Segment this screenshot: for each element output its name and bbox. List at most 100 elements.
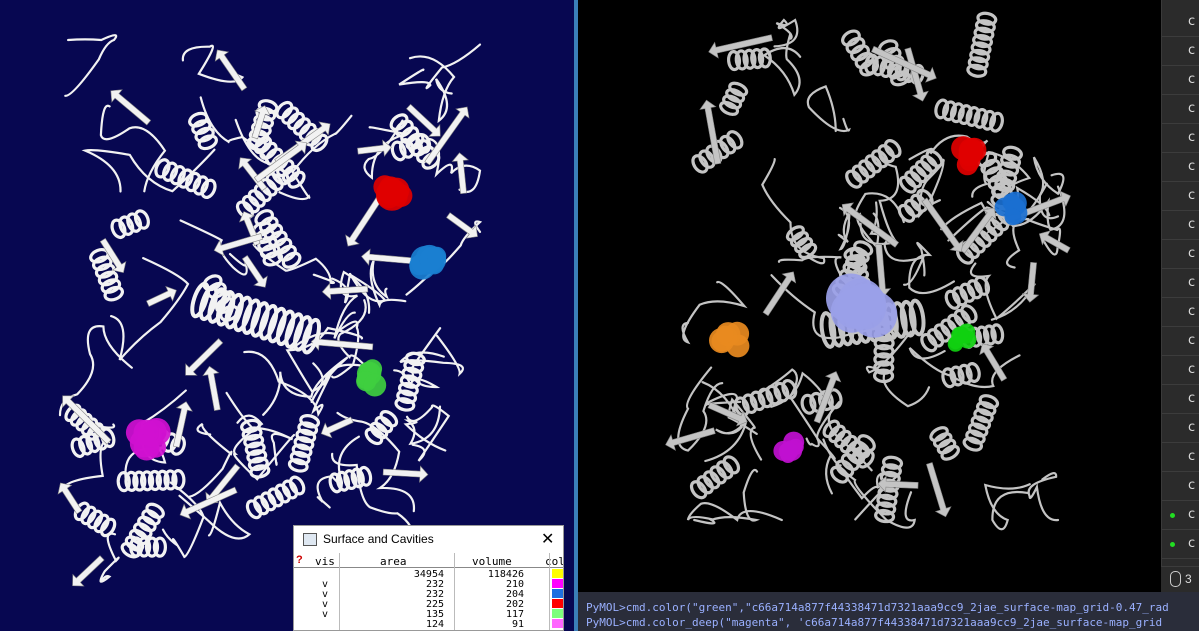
close-button[interactable]: ✕ xyxy=(541,529,555,548)
object-list-item[interactable]: c xyxy=(1162,124,1199,153)
table-row[interactable]: 124 91 xyxy=(294,619,563,630)
object-list-item[interactable]: c xyxy=(1162,356,1199,385)
helix-turn xyxy=(899,299,917,338)
left-molecule-viewport[interactable] xyxy=(0,0,574,631)
helix-turn xyxy=(934,98,950,120)
helix-turn xyxy=(910,193,928,213)
helix-turn xyxy=(246,449,268,464)
pymol-console[interactable]: PyMOL>cmd.color("green","c66a714a877f443… xyxy=(578,592,1199,631)
cell-color-swatch[interactable] xyxy=(552,619,563,628)
cell-color-swatch[interactable] xyxy=(552,609,563,618)
object-list-item[interactable]: c xyxy=(1162,153,1199,182)
helix-turn xyxy=(967,422,989,438)
helix-turn xyxy=(882,455,904,470)
pymol-viewport[interactable] xyxy=(578,0,1161,592)
mouse-mode-status[interactable]: 3 xyxy=(1161,566,1199,593)
table-row[interactable]: v 135 117 xyxy=(294,609,563,620)
helix-turn xyxy=(281,479,299,500)
viewport-divider[interactable] xyxy=(574,0,578,631)
table-row[interactable]: v 232 204 xyxy=(294,589,563,600)
table-row[interactable]: 34954 118426 xyxy=(294,569,563,580)
coil xyxy=(323,299,369,386)
helix-turn xyxy=(257,236,278,252)
helix-turn xyxy=(253,136,273,155)
column-header-area[interactable]: area xyxy=(380,555,407,568)
object-list-item[interactable]: c xyxy=(1162,530,1199,559)
cell-color-swatch[interactable] xyxy=(552,599,563,608)
object-list-item[interactable]: c xyxy=(1162,8,1199,37)
helix-turn xyxy=(394,397,416,412)
object-list-item[interactable]: c xyxy=(1162,327,1199,356)
helix-turn xyxy=(194,126,215,143)
object-list-item[interactable]: c xyxy=(1162,414,1199,443)
coil xyxy=(188,422,233,498)
cell-color-swatch[interactable] xyxy=(552,579,563,588)
column-header-volume[interactable]: volume xyxy=(472,555,512,568)
object-list-item[interactable]: c xyxy=(1162,182,1199,211)
helix-turn xyxy=(904,170,923,189)
object-list-item[interactable]: c xyxy=(1162,240,1199,269)
object-list-item[interactable]: c xyxy=(1162,472,1199,501)
helix-turn xyxy=(399,374,421,389)
coil xyxy=(243,350,335,417)
surface-cavities-window[interactable]: Surface and Cavities ✕ ? vis area volume… xyxy=(293,525,564,631)
object-list-item[interactable]: c xyxy=(1162,443,1199,472)
coil xyxy=(686,502,783,522)
header-divider xyxy=(294,567,563,568)
object-list-item[interactable]: c xyxy=(1162,211,1199,240)
helix-turn xyxy=(197,134,218,151)
helix-turn xyxy=(292,315,313,352)
cell-vis: v xyxy=(321,579,328,590)
helix-turn xyxy=(415,132,432,154)
helix-turn xyxy=(957,104,973,126)
helix-turn xyxy=(970,41,992,56)
helix-turn xyxy=(299,414,321,429)
cell-color-swatch[interactable] xyxy=(552,569,563,578)
table-row[interactable]: v 225 202 xyxy=(294,599,563,610)
beta-sheet xyxy=(424,106,470,166)
helix-turn xyxy=(267,487,284,508)
cavity-sphere xyxy=(376,184,401,209)
help-icon[interactable]: ? xyxy=(296,554,303,566)
helix-turn xyxy=(297,421,319,436)
object-list-item[interactable]: c xyxy=(1162,37,1199,66)
cell-color-swatch[interactable] xyxy=(552,589,563,598)
helix-turn xyxy=(110,218,127,240)
table-row[interactable]: v 232 210 xyxy=(294,579,563,590)
object-name: c xyxy=(1188,275,1196,290)
beta-sheet xyxy=(1038,230,1071,254)
cell-volume: 202 xyxy=(505,599,524,610)
cavity-table[interactable]: ? vis area volume col 34954 118426 v 232 210… xyxy=(294,553,563,630)
object-list-item[interactable]: c xyxy=(1162,95,1199,124)
helix-turn xyxy=(973,26,995,41)
helix-turn xyxy=(741,393,758,415)
helix-turn xyxy=(397,381,419,397)
helix-turn xyxy=(250,301,270,338)
helix-turn xyxy=(876,493,898,508)
helix-turn xyxy=(750,48,765,70)
beta-sheet xyxy=(213,233,263,257)
helix-turn xyxy=(124,470,139,492)
mouse-icon xyxy=(1170,571,1181,587)
helix-turn xyxy=(933,323,951,343)
helix-turn xyxy=(162,161,179,182)
beta-sheet xyxy=(921,197,964,253)
object-list-item[interactable]: c xyxy=(1162,66,1199,95)
coil xyxy=(1027,472,1060,522)
column-header-vis[interactable]: vis xyxy=(315,555,335,568)
beta-sheet xyxy=(110,89,152,126)
helix-turn xyxy=(163,469,178,491)
object-list-item[interactable]: c xyxy=(1162,501,1199,530)
object-list-item[interactable]: c xyxy=(1162,269,1199,298)
coil xyxy=(983,483,1031,531)
window-titlebar[interactable]: Surface and Cavities ✕ xyxy=(294,526,563,553)
coil xyxy=(908,241,955,295)
helix-turn xyxy=(396,389,418,405)
object-list-item[interactable]: c xyxy=(1162,385,1199,414)
helix-turn xyxy=(116,471,131,493)
beta-sheet xyxy=(345,195,383,247)
helix-turn xyxy=(959,282,976,303)
helix-turn xyxy=(996,169,1018,185)
beta-sheet xyxy=(762,271,797,317)
object-list-item[interactable]: c xyxy=(1162,298,1199,327)
